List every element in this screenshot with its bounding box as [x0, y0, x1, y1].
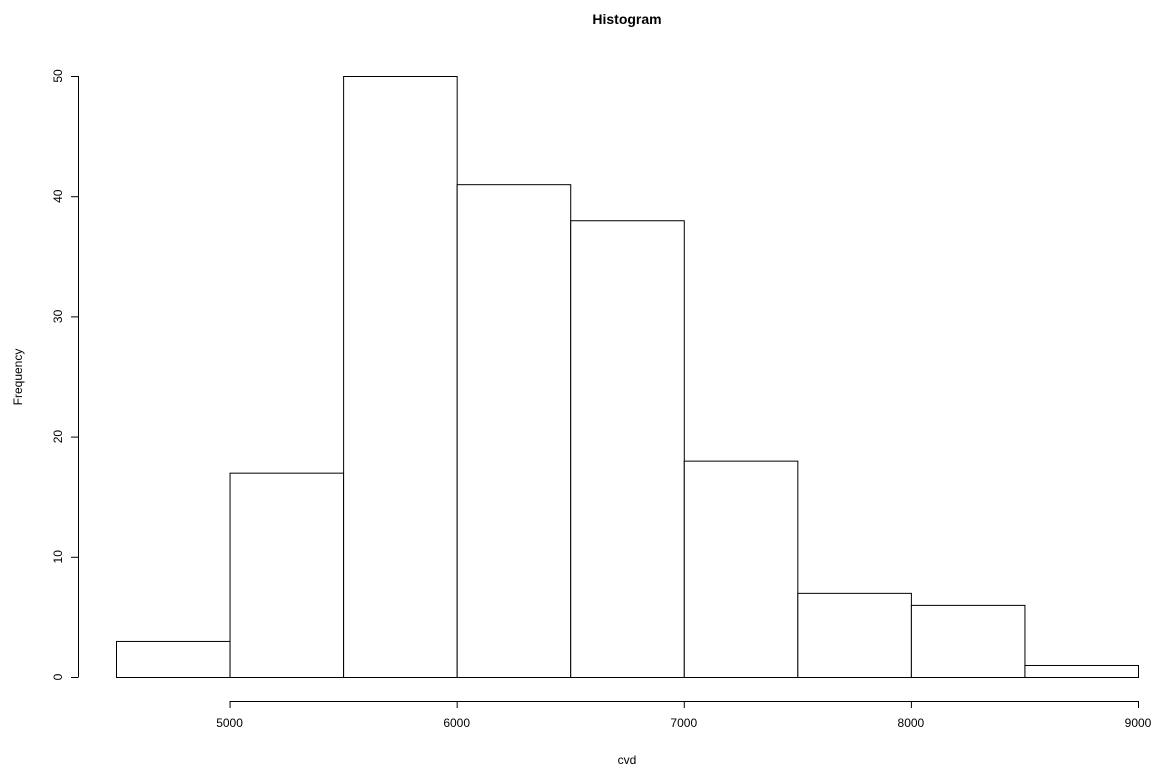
- x-tick-label: 8000: [898, 716, 925, 730]
- y-tick-label: 50: [51, 69, 65, 83]
- histogram-bar: [116, 640, 231, 679]
- y-tick-label: 10: [51, 550, 65, 564]
- y-tick-label: 0: [51, 673, 65, 680]
- y-axis: 0 10 20 30 40 50: [51, 69, 79, 680]
- y-tick-label: 40: [51, 189, 65, 203]
- x-axis: 5000 6000 7000 8000 9000: [216, 701, 1152, 730]
- histogram-bar: [1024, 664, 1140, 678]
- histogram-bar: [343, 76, 458, 678]
- y-axis-label: Frequency: [11, 349, 25, 406]
- histogram-bar: [683, 460, 799, 679]
- y-tick-label: 20: [51, 430, 65, 444]
- x-tick-label: 5000: [216, 716, 243, 730]
- x-tick-label: 9000: [1125, 716, 1152, 730]
- chart-title: Histogram: [592, 11, 661, 27]
- histogram-bar: [456, 184, 572, 678]
- x-tick-label: 7000: [670, 716, 697, 730]
- bars-group: [116, 76, 1140, 679]
- histogram-bar: [797, 592, 912, 678]
- histogram-bar: [910, 604, 1026, 679]
- x-tick-label: 6000: [443, 716, 470, 730]
- histogram-bar: [570, 220, 685, 679]
- y-tick-label: 30: [51, 309, 65, 323]
- histogram-bar: [229, 472, 345, 678]
- x-axis-label: cvd: [618, 753, 637, 767]
